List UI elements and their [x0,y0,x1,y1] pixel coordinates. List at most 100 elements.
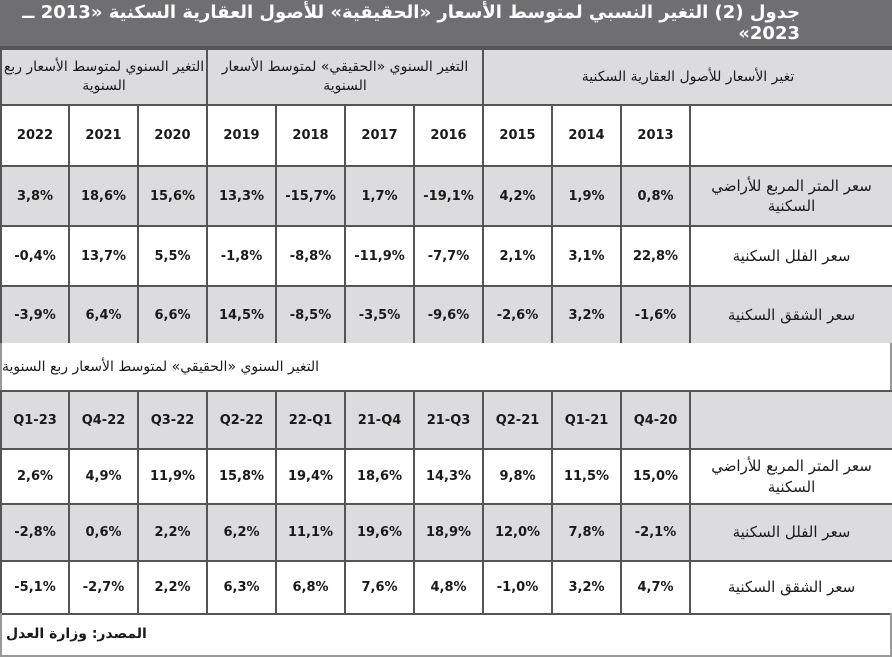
table-row: -3,9% 6,4% 6,6% 14,5% -8,5% -3,5% -9,6% … [0,285,892,345]
table-cell: 6,4% [68,285,139,345]
column-header: Q1-21 [551,390,622,450]
table-cell: 13,7% [68,225,139,287]
table-cell: 4,8% [413,560,484,615]
table-cell: 11,9% [137,448,208,505]
column-header: 2015 [482,104,554,167]
table-cell: -2,1% [620,503,691,562]
table-cell: -19,1% [413,165,485,227]
column-header: Q4-22 [68,390,139,450]
group-header-quarterly-change: التغير السنوي لمتوسط الأسعار ربع السنوية [0,48,209,106]
column-header: 2022 [0,104,70,167]
table-row: -2,8% 0,6% 2,2% 6,2% 11,1% 19,6% 18,9% 1… [0,503,892,562]
column-header: 2013 [620,104,692,167]
table-cell: 2,1% [482,225,554,287]
table-cell: 4,7% [620,560,691,615]
column-header: Q1-23 [0,390,70,450]
quarterly-subtitle-text: التغير السنوي «الحقيقي» لمتوسط الأسعار ر… [2,358,320,375]
table-cell: 9,8% [482,448,553,505]
table-cell: -0,4% [0,225,70,287]
table-cell: 3,2% [551,285,623,345]
table-cell: 13,3% [206,165,278,227]
row-label-header-empty [689,390,892,450]
table-cell: -8,8% [275,225,347,287]
table-cell: 7,8% [551,503,622,562]
table-cell: 1,7% [344,165,416,227]
table-cell: -2,7% [68,560,139,615]
table-cell: 4,2% [482,165,554,227]
column-header: Q3-22 [137,390,208,450]
column-header: Q4-20 [620,390,691,450]
table-cell: 19,6% [344,503,415,562]
table-cell: 2,6% [0,448,70,505]
group-header-price-change: تغير الأسعار للأصول العقارية السكنية [482,48,892,106]
table-cell: 15,0% [620,448,691,505]
column-header: 2018 [275,104,347,167]
column-header: Q2-21 [482,390,553,450]
column-header: 2014 [551,104,623,167]
table-cell: 3,2% [551,560,622,615]
column-header: 2017 [344,104,416,167]
table-cell: 1,9% [551,165,623,227]
quarterly-table: Q1-23 Q4-22 Q3-22 Q2-22 22-Q1 21-Q4 21-Q… [0,390,892,615]
table-cell: 2,2% [137,503,208,562]
table-cell: 15,8% [206,448,277,505]
row-label: سعر الفلل السكنية [689,503,892,562]
table-cell: 6,3% [206,560,277,615]
table-cell: -8,5% [275,285,347,345]
table-cell: 6,6% [136,285,209,345]
table-cell: -3,5% [344,285,416,345]
table-cell: -1,6% [620,285,692,345]
table-cell: 12,0% [482,503,553,562]
source-text: المصدر: وزارة العدل [6,626,147,642]
table-cell: 22,8% [620,225,692,287]
column-header: 2016 [413,104,485,167]
table-row: -5,1% -2,7% 2,2% 6,3% 6,8% 7,6% 4,8% -1,… [0,560,892,615]
table-cell: -2,6% [482,285,554,345]
column-header: 2020 [136,104,209,167]
year-header-row: 2022 2021 2020 2019 2018 2017 2016 2015 … [0,104,892,167]
table-row: 2,6% 4,9% 11,9% 15,8% 19,4% 18,6% 14,3% … [0,448,892,505]
table-cell: -3,9% [0,285,70,345]
table-row: 3,8% 18,6% 15,6% 13,3% -15,7% 1,7% -19,1… [0,165,892,227]
column-header: 21-Q3 [413,390,484,450]
table-cell: 19,4% [275,448,346,505]
table-cell: 4,9% [68,448,139,505]
table-cell: -1,0% [482,560,553,615]
row-label: سعر الشقق السكنية [689,285,892,345]
column-header: 22-Q1 [275,390,346,450]
row-label-header-empty [689,104,892,167]
table-row: -0,4% 13,7% 5,5% -1,8% -8,8% -11,9% -7,7… [0,225,892,287]
table-cell: -15,7% [275,165,347,227]
table-cell: 6,2% [206,503,277,562]
table-cell: 3,1% [551,225,623,287]
table-cell: -1,8% [206,225,278,287]
annual-table: التغير السنوي لمتوسط الأسعار ربع السنوية… [0,48,892,345]
column-header: 2019 [206,104,278,167]
table-cell: 14,3% [413,448,484,505]
row-label: سعر المتر المربع للأراضي السكنية [689,165,892,227]
quarterly-subtitle: التغير السنوي «الحقيقي» لمتوسط الأسعار ر… [0,343,892,390]
table-cell: 18,6% [68,165,139,227]
column-header: 21-Q4 [344,390,415,450]
table-cell: 7,6% [344,560,415,615]
table-cell: -5,1% [0,560,70,615]
table-cell: -9,6% [413,285,485,345]
table-cell: 11,5% [551,448,622,505]
column-header: 2021 [68,104,139,167]
table-cell: -11,9% [344,225,416,287]
table-cell: 0,6% [68,503,139,562]
table-title: جدول (2) التغير النسبي لمتوسط الأسعار «ا… [22,2,800,44]
row-label: سعر الشقق السكنية [689,560,892,615]
table-title-bar: جدول (2) التغير النسبي لمتوسط الأسعار «ا… [0,0,892,48]
source-note: المصدر: وزارة العدل [0,613,892,657]
group-header-real-annual-change: التغير السنوي «الحقيقي» لمتوسط الأسعار ا… [206,48,485,106]
table-cell: 5,5% [136,225,209,287]
table-cell: 15,6% [136,165,209,227]
table-cell: 2,2% [137,560,208,615]
column-header: Q2-22 [206,390,277,450]
quarter-header-row: Q1-23 Q4-22 Q3-22 Q2-22 22-Q1 21-Q4 21-Q… [0,390,892,450]
row-label: سعر المتر المربع للأراضي السكنية [689,448,892,505]
table-cell: 6,8% [275,560,346,615]
table-cell: 18,6% [344,448,415,505]
